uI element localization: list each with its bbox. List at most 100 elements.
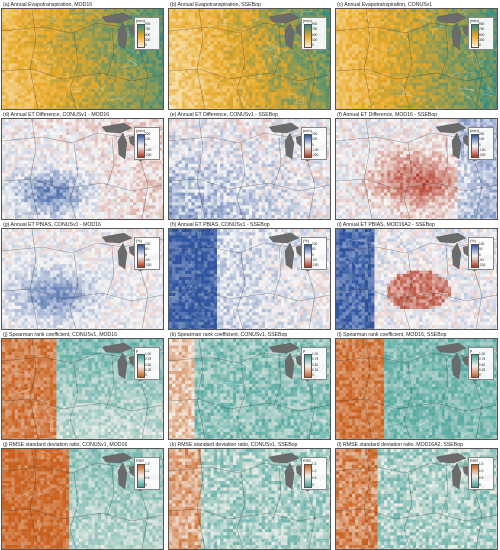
legend-tick-label: 1.0 xyxy=(145,469,149,473)
legend-colorbar xyxy=(304,354,312,378)
map-canvas: (mm) 200 100 0 -100 -200 xyxy=(1,118,164,220)
lake-shape xyxy=(284,132,295,160)
legend-colorbar xyxy=(304,244,312,268)
legend-tick-label: 0.75 xyxy=(145,357,151,361)
legend-colorbar xyxy=(471,354,479,378)
legend-unit: RSR xyxy=(303,459,311,463)
map-panel: (h) Annual ET PBIAS, CONUSv1 - SSEBop (%)… xyxy=(168,222,331,330)
legend-tick-label: -100 xyxy=(312,263,318,267)
legend-tick-label: 0 xyxy=(479,43,481,47)
legend-tick-label: 0 xyxy=(479,143,481,147)
legend-tick-label: 750 xyxy=(479,27,484,31)
legend-tick-label: 0 xyxy=(145,373,147,377)
lake-shape xyxy=(435,342,467,354)
legend-tick-label: 0 xyxy=(312,43,314,47)
lake-shape xyxy=(117,462,128,490)
legend-unit: (mm) xyxy=(136,129,145,133)
lake-shape xyxy=(101,452,133,464)
legend-tick-label: -200 xyxy=(145,153,151,157)
legend-tick-label: 100 xyxy=(312,242,317,246)
legend-tick-label: 750 xyxy=(312,27,317,31)
lake-shape xyxy=(117,22,128,50)
legend-tick-label: -100 xyxy=(145,263,151,267)
raster-map xyxy=(169,119,330,219)
lake-shape xyxy=(451,462,462,490)
lake-shape xyxy=(101,122,133,134)
legend-tick-label: -50 xyxy=(145,258,150,262)
raster-map xyxy=(2,9,163,109)
legend-colorbar xyxy=(304,464,312,488)
legend-tick-label: 0 xyxy=(312,143,314,147)
legend-unit: (%) xyxy=(303,239,309,243)
legend-colorbar xyxy=(137,354,145,378)
color-legend: RSR 1.5 1.0 0.5 0 xyxy=(468,457,494,490)
map-canvas: RSR 1.5 1.0 0.5 0 xyxy=(335,448,498,550)
legend-tick-label: 0.50 xyxy=(479,363,485,367)
panel-title: (j) Spearman rank coefficient, CONUSv1, … xyxy=(3,332,117,338)
legend-tick-label: 100 xyxy=(479,137,484,141)
raster-map xyxy=(336,449,497,549)
lake-shape xyxy=(451,22,462,50)
legend-tick-label: 200 xyxy=(145,132,150,136)
legend-tick-label: 200 xyxy=(479,132,484,136)
legend-tick-label: 200 xyxy=(312,132,317,136)
lake-shape xyxy=(451,352,462,380)
legend-tick-label: 300 xyxy=(479,38,484,42)
legend-tick-label: 1.5 xyxy=(479,462,483,466)
legend-tick-label: 0 xyxy=(145,253,147,257)
legend-tick-label: -200 xyxy=(479,153,485,157)
lake-shape xyxy=(435,232,467,244)
panel-title: (j) RMSE standard deviation ratio, CONUS… xyxy=(3,442,127,448)
legend-tick-label: 0 xyxy=(312,373,314,377)
legend-unit: (mm) xyxy=(303,19,312,23)
map-canvas: (mm) 900 750 600 300 0 xyxy=(335,8,498,110)
map-panel: (b) Annual Evapotranspiration, SSEBop (mm… xyxy=(168,2,331,110)
legend-tick-label: 1.5 xyxy=(312,462,316,466)
lake-shape xyxy=(117,132,128,160)
lake-shape xyxy=(284,22,295,50)
lake-shape xyxy=(284,242,295,270)
legend-tick-label: 100 xyxy=(312,137,317,141)
legend-tick-label: 0 xyxy=(145,43,147,47)
legend-tick-label: 0 xyxy=(145,483,147,487)
legend-tick-label: 900 xyxy=(479,22,484,26)
legend-tick-label: 0 xyxy=(312,483,314,487)
legend-tick-label: 300 xyxy=(145,38,150,42)
legend-tick-label: 0 xyxy=(479,373,481,377)
legend-tick-label: 0.25 xyxy=(312,368,318,372)
panel-title: (l) Spearman rank coefficient, MOD16, SS… xyxy=(337,332,446,338)
panel-title: (k) Spearman rank coefficient, CONUSv1, … xyxy=(170,332,287,338)
panel-title: (h) Annual ET PBIAS, CONUSv1 - SSEBop xyxy=(170,222,270,228)
map-canvas: (mm) 900 750 600 300 0 xyxy=(168,8,331,110)
panel-title: (d) Annual ET Difference, CONUSv1 - MOD1… xyxy=(3,112,109,118)
map-panel: (c) Annual Evapotranspiration, CONUSv1 (m… xyxy=(335,2,498,110)
map-panel: (l) Spearman rank coefficient, MOD16, SS… xyxy=(335,332,498,440)
legend-tick-label: 0.50 xyxy=(312,363,318,367)
legend-colorbar xyxy=(137,134,145,158)
map-canvas: (%) 100 50 0 -50 -100 xyxy=(335,228,498,330)
lake-shape xyxy=(117,242,128,270)
map-canvas: (%) 100 50 0 -50 -100 xyxy=(168,228,331,330)
panel-title: (c) Annual Evapotranspiration, CONUSv1 xyxy=(337,2,432,8)
legend-unit: (mm) xyxy=(470,19,479,23)
legend-tick-label: 0.25 xyxy=(479,368,485,372)
legend-tick-label: 0.25 xyxy=(145,368,151,372)
legend-tick-label: 750 xyxy=(145,27,150,31)
map-panel: (g) Annual ET PBIAS, CONUSv1 - MOD16 (%) 1… xyxy=(1,222,164,330)
panel-title: (f) Annual ET Difference, MOD16 - SSEBop xyxy=(337,112,437,118)
panel-title: (g) Annual ET PBIAS, CONUSv1 - MOD16 xyxy=(3,222,101,228)
color-legend: (mm) 200 100 0 -100 -200 xyxy=(134,127,160,160)
color-legend: ρ 1.00 0.75 0.50 0.25 0 xyxy=(468,347,494,380)
legend-tick-label: -50 xyxy=(479,258,484,262)
legend-tick-label: 1.0 xyxy=(312,469,316,473)
color-legend: RSR 1.5 1.0 0.5 0 xyxy=(134,457,160,490)
legend-tick-label: 100 xyxy=(145,137,150,141)
raster-map xyxy=(2,229,163,329)
color-legend: (mm) 900 750 600 300 0 xyxy=(301,17,327,50)
color-legend: (%) 100 50 0 -50 -100 xyxy=(301,237,327,270)
legend-tick-label: 900 xyxy=(312,22,317,26)
map-canvas: (mm) 200 100 0 -100 -200 xyxy=(335,118,498,220)
map-panel: (k) Spearman rank coefficient, CONUSv1, … xyxy=(168,332,331,440)
legend-unit: (%) xyxy=(470,239,476,243)
